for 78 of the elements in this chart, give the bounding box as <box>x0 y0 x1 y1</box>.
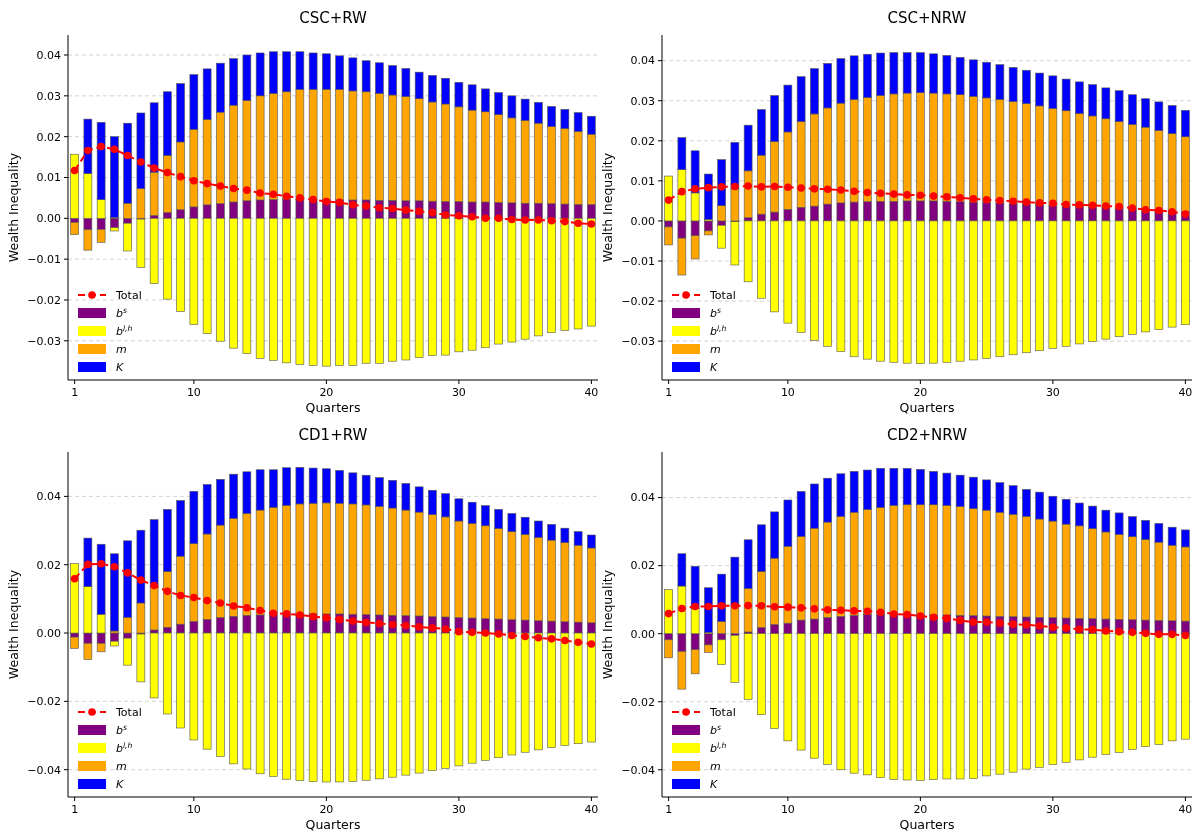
legend-label: Total <box>115 288 142 302</box>
y-tick-label: 0.04 <box>36 48 61 62</box>
legend-label: K <box>710 777 718 791</box>
legend-label: b$^{s}$ <box>710 305 721 320</box>
chart-title: CSC+RW <box>299 9 368 27</box>
legend-label: m <box>116 342 127 356</box>
x-tick-label: 40 <box>584 803 599 816</box>
x-tick-label: 30 <box>1045 803 1060 816</box>
chart-title: CD1+RW <box>298 426 368 444</box>
legend-label: K <box>710 360 718 374</box>
chart-title: CSC+NRW <box>887 9 967 27</box>
legend-label: b$^{l,h}$ <box>116 323 133 338</box>
chart-title: CD2+NRW <box>886 426 968 444</box>
x-axis-title: Quarters <box>899 400 955 415</box>
y-tick-label: 0.02 <box>630 134 655 148</box>
y-tick-label: −0.02 <box>621 695 655 709</box>
legend-label: b$^{l,h}$ <box>116 740 133 755</box>
legend-label: K <box>116 360 124 374</box>
x-tick-label: 10 <box>186 803 201 816</box>
x-tick-label: 40 <box>584 386 599 399</box>
x-tick-label: 1 <box>665 386 673 399</box>
x-tick-label: 40 <box>1178 386 1193 399</box>
y-axis-title: Wealth Inequality <box>600 152 615 263</box>
y-tick-label: −0.01 <box>621 254 655 268</box>
legend-label: K <box>116 777 124 791</box>
y-tick-label: −0.03 <box>27 334 61 348</box>
x-tick-label: 20 <box>913 386 928 399</box>
legend-label: Total <box>709 288 736 302</box>
legend-label: m <box>116 759 127 773</box>
x-tick-label: 30 <box>1045 386 1060 399</box>
y-tick-label: 0.04 <box>630 54 655 68</box>
x-tick-label: 40 <box>1178 803 1193 816</box>
y-tick-label: −0.01 <box>27 253 61 266</box>
y-tick-label: 0.02 <box>36 130 61 144</box>
y-tick-label: 0.01 <box>630 174 655 188</box>
y-tick-label: −0.02 <box>621 294 655 308</box>
y-tick-label: 0.04 <box>630 491 655 505</box>
y-tick-label: 0.00 <box>36 626 61 640</box>
legend-label: m <box>710 342 721 356</box>
legend-label: b$^{s}$ <box>116 722 127 737</box>
x-tick-label: 30 <box>451 803 466 816</box>
y-tick-label: 0.01 <box>36 171 61 185</box>
x-tick-label: 10 <box>780 803 795 816</box>
x-tick-label: 1 <box>71 386 79 399</box>
x-tick-label: 10 <box>780 386 795 399</box>
x-tick-label: 10 <box>186 386 201 399</box>
y-tick-label: 0.04 <box>36 490 61 504</box>
legend-label: Total <box>709 705 736 719</box>
x-tick-label: 1 <box>665 803 673 816</box>
y-tick-label: −0.02 <box>27 695 61 709</box>
x-tick-label: 20 <box>319 386 334 399</box>
y-tick-label: 0.00 <box>630 214 655 228</box>
y-tick-label: −0.04 <box>621 763 655 777</box>
y-tick-label: −0.04 <box>27 763 61 777</box>
y-tick-label: −0.03 <box>621 334 655 348</box>
legend-label: b$^{s}$ <box>710 722 721 737</box>
legend-label: b$^{l,h}$ <box>710 740 727 755</box>
x-tick-label: 1 <box>71 803 79 816</box>
y-axis-title: Wealth Inequality <box>6 569 21 680</box>
y-tick-label: 0.03 <box>36 89 61 103</box>
y-tick-label: −0.02 <box>27 293 61 307</box>
x-tick-label: 20 <box>319 803 334 816</box>
legend-label: Total <box>115 705 142 719</box>
y-axis-title: Wealth Inequality <box>600 569 615 680</box>
y-tick-label: 0.02 <box>36 558 61 572</box>
x-tick-label: 20 <box>913 803 928 816</box>
x-axis-title: Quarters <box>305 817 361 832</box>
x-axis-title: Quarters <box>305 400 361 415</box>
y-tick-label: 0.00 <box>630 627 655 641</box>
legend-label: m <box>710 759 721 773</box>
y-tick-label: 0.02 <box>630 559 655 573</box>
x-axis-title: Quarters <box>899 817 955 832</box>
y-tick-label: 0.00 <box>36 212 61 226</box>
y-tick-label: 0.03 <box>630 94 655 108</box>
legend-label: b$^{l,h}$ <box>710 323 727 338</box>
y-axis-title: Wealth Inequality <box>6 152 21 263</box>
legend-label: b$^{s}$ <box>116 305 127 320</box>
x-tick-label: 30 <box>451 386 466 399</box>
